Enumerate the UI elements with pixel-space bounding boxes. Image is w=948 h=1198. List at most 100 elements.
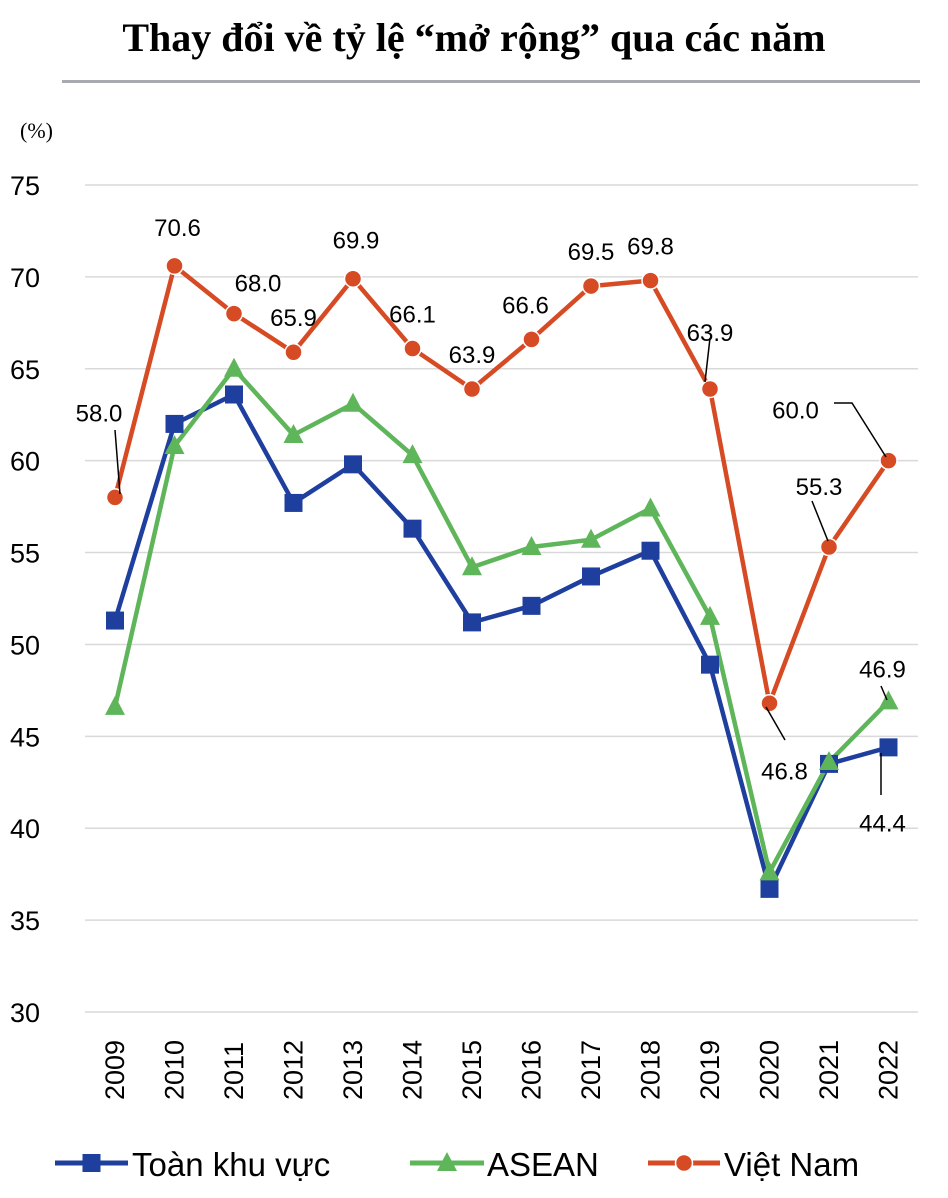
data-point (701, 655, 719, 674)
data-label: 44.4 (859, 810, 906, 837)
y-tick-label: 30 (10, 998, 40, 1028)
data-point (224, 357, 244, 377)
legend-marker (82, 1154, 101, 1172)
data-point (105, 695, 125, 715)
data-point (640, 497, 661, 517)
data-point (522, 330, 541, 349)
data-label: 63.9 (449, 342, 496, 369)
data-point (165, 256, 184, 276)
x-tick-label: 2018 (636, 1040, 666, 1100)
x-tick-label: 2014 (398, 1040, 428, 1100)
legend-label: ASEAN (487, 1146, 599, 1183)
data-point (521, 536, 542, 556)
y-tick-label: 50 (10, 630, 40, 660)
data-point (582, 567, 600, 586)
data-point (462, 379, 482, 399)
data-point (879, 738, 898, 757)
data-point (344, 455, 362, 474)
data-point (760, 694, 779, 713)
x-tick-label: 2017 (576, 1040, 606, 1100)
data-label: 66.1 (389, 302, 436, 329)
data-label: 70.6 (154, 215, 201, 242)
data-point (641, 271, 660, 290)
x-tick-label: 2020 (755, 1040, 785, 1100)
data-label: 46.9 (859, 656, 906, 683)
data-point (343, 392, 363, 412)
data-point (581, 276, 601, 296)
data-point (700, 379, 720, 399)
y-tick-label: 75 (10, 171, 40, 201)
data-point (402, 444, 423, 464)
data-point (284, 342, 303, 362)
data-point (165, 414, 184, 433)
data-point (164, 434, 185, 454)
x-tick-label: 2011 (219, 1042, 249, 1100)
data-point (284, 493, 303, 512)
y-tick-label: 65 (10, 355, 40, 385)
y-tick-label: 40 (10, 814, 40, 844)
data-point (819, 751, 839, 771)
y-tick-label: 55 (10, 539, 40, 569)
data-point (462, 556, 482, 576)
data-point (581, 528, 601, 548)
data-point (879, 451, 898, 470)
y-unit-label: (%) (20, 118, 53, 143)
data-point (878, 690, 899, 710)
title-divider (62, 80, 920, 83)
data-point (225, 385, 243, 404)
legend-label: Toàn khu vực (132, 1146, 330, 1183)
x-tick-label: 2016 (517, 1040, 547, 1100)
x-tick-label: 2021 (814, 1040, 844, 1100)
data-label: 69.9 (333, 228, 380, 255)
data-point (760, 879, 779, 898)
x-tick-label: 2022 (874, 1040, 904, 1100)
series-line (112, 366, 891, 875)
data-point (463, 613, 481, 632)
data-label: 69.5 (568, 239, 615, 266)
data-point (403, 339, 422, 358)
data-label: 65.9 (270, 305, 317, 332)
y-tick-label: 70 (10, 263, 40, 293)
y-tick-label: 35 (10, 906, 40, 936)
data-point (105, 488, 125, 507)
data-point (700, 605, 720, 625)
legend-marker (674, 1153, 694, 1173)
data-label-leader (834, 402, 887, 458)
data-label-leader (880, 685, 888, 701)
x-tick-label: 2009 (100, 1040, 130, 1100)
data-label: 58.0 (76, 400, 123, 427)
data-label: 68.0 (235, 271, 282, 298)
series-line (112, 263, 891, 706)
chart-title: Thay đổi về tỷ lệ “mở rộng” qua các năm (122, 15, 826, 60)
data-point (343, 269, 363, 288)
legend-marker (437, 1152, 457, 1171)
data-label: 46.8 (761, 758, 808, 785)
data-label-leader (811, 500, 829, 542)
x-tick-label: 2019 (695, 1040, 725, 1100)
y-tick-label: 45 (10, 722, 40, 752)
x-tick-label: 2013 (338, 1040, 368, 1100)
data-point (641, 541, 660, 560)
data-point (224, 304, 244, 323)
data-label-leader (114, 429, 121, 495)
series-line (112, 392, 890, 892)
data-label: 63.9 (687, 320, 734, 347)
data-label: 66.6 (502, 292, 549, 319)
data-label-leader (765, 706, 786, 741)
data-label: 60.0 (772, 398, 819, 425)
legend-label: Việt Nam (724, 1146, 859, 1183)
data-label: 69.8 (627, 234, 674, 261)
data-point (819, 537, 839, 557)
x-tick-label: 2015 (457, 1040, 487, 1100)
y-tick-label: 60 (10, 447, 40, 477)
data-point (759, 861, 780, 881)
data-point (106, 611, 124, 630)
x-tick-label: 2012 (279, 1040, 309, 1100)
data-label-leader (704, 337, 711, 383)
x-tick-label: 2010 (160, 1040, 190, 1100)
data-point (283, 423, 304, 443)
data-point (522, 596, 541, 615)
data-label: 55.3 (796, 474, 843, 501)
data-point (403, 519, 422, 538)
